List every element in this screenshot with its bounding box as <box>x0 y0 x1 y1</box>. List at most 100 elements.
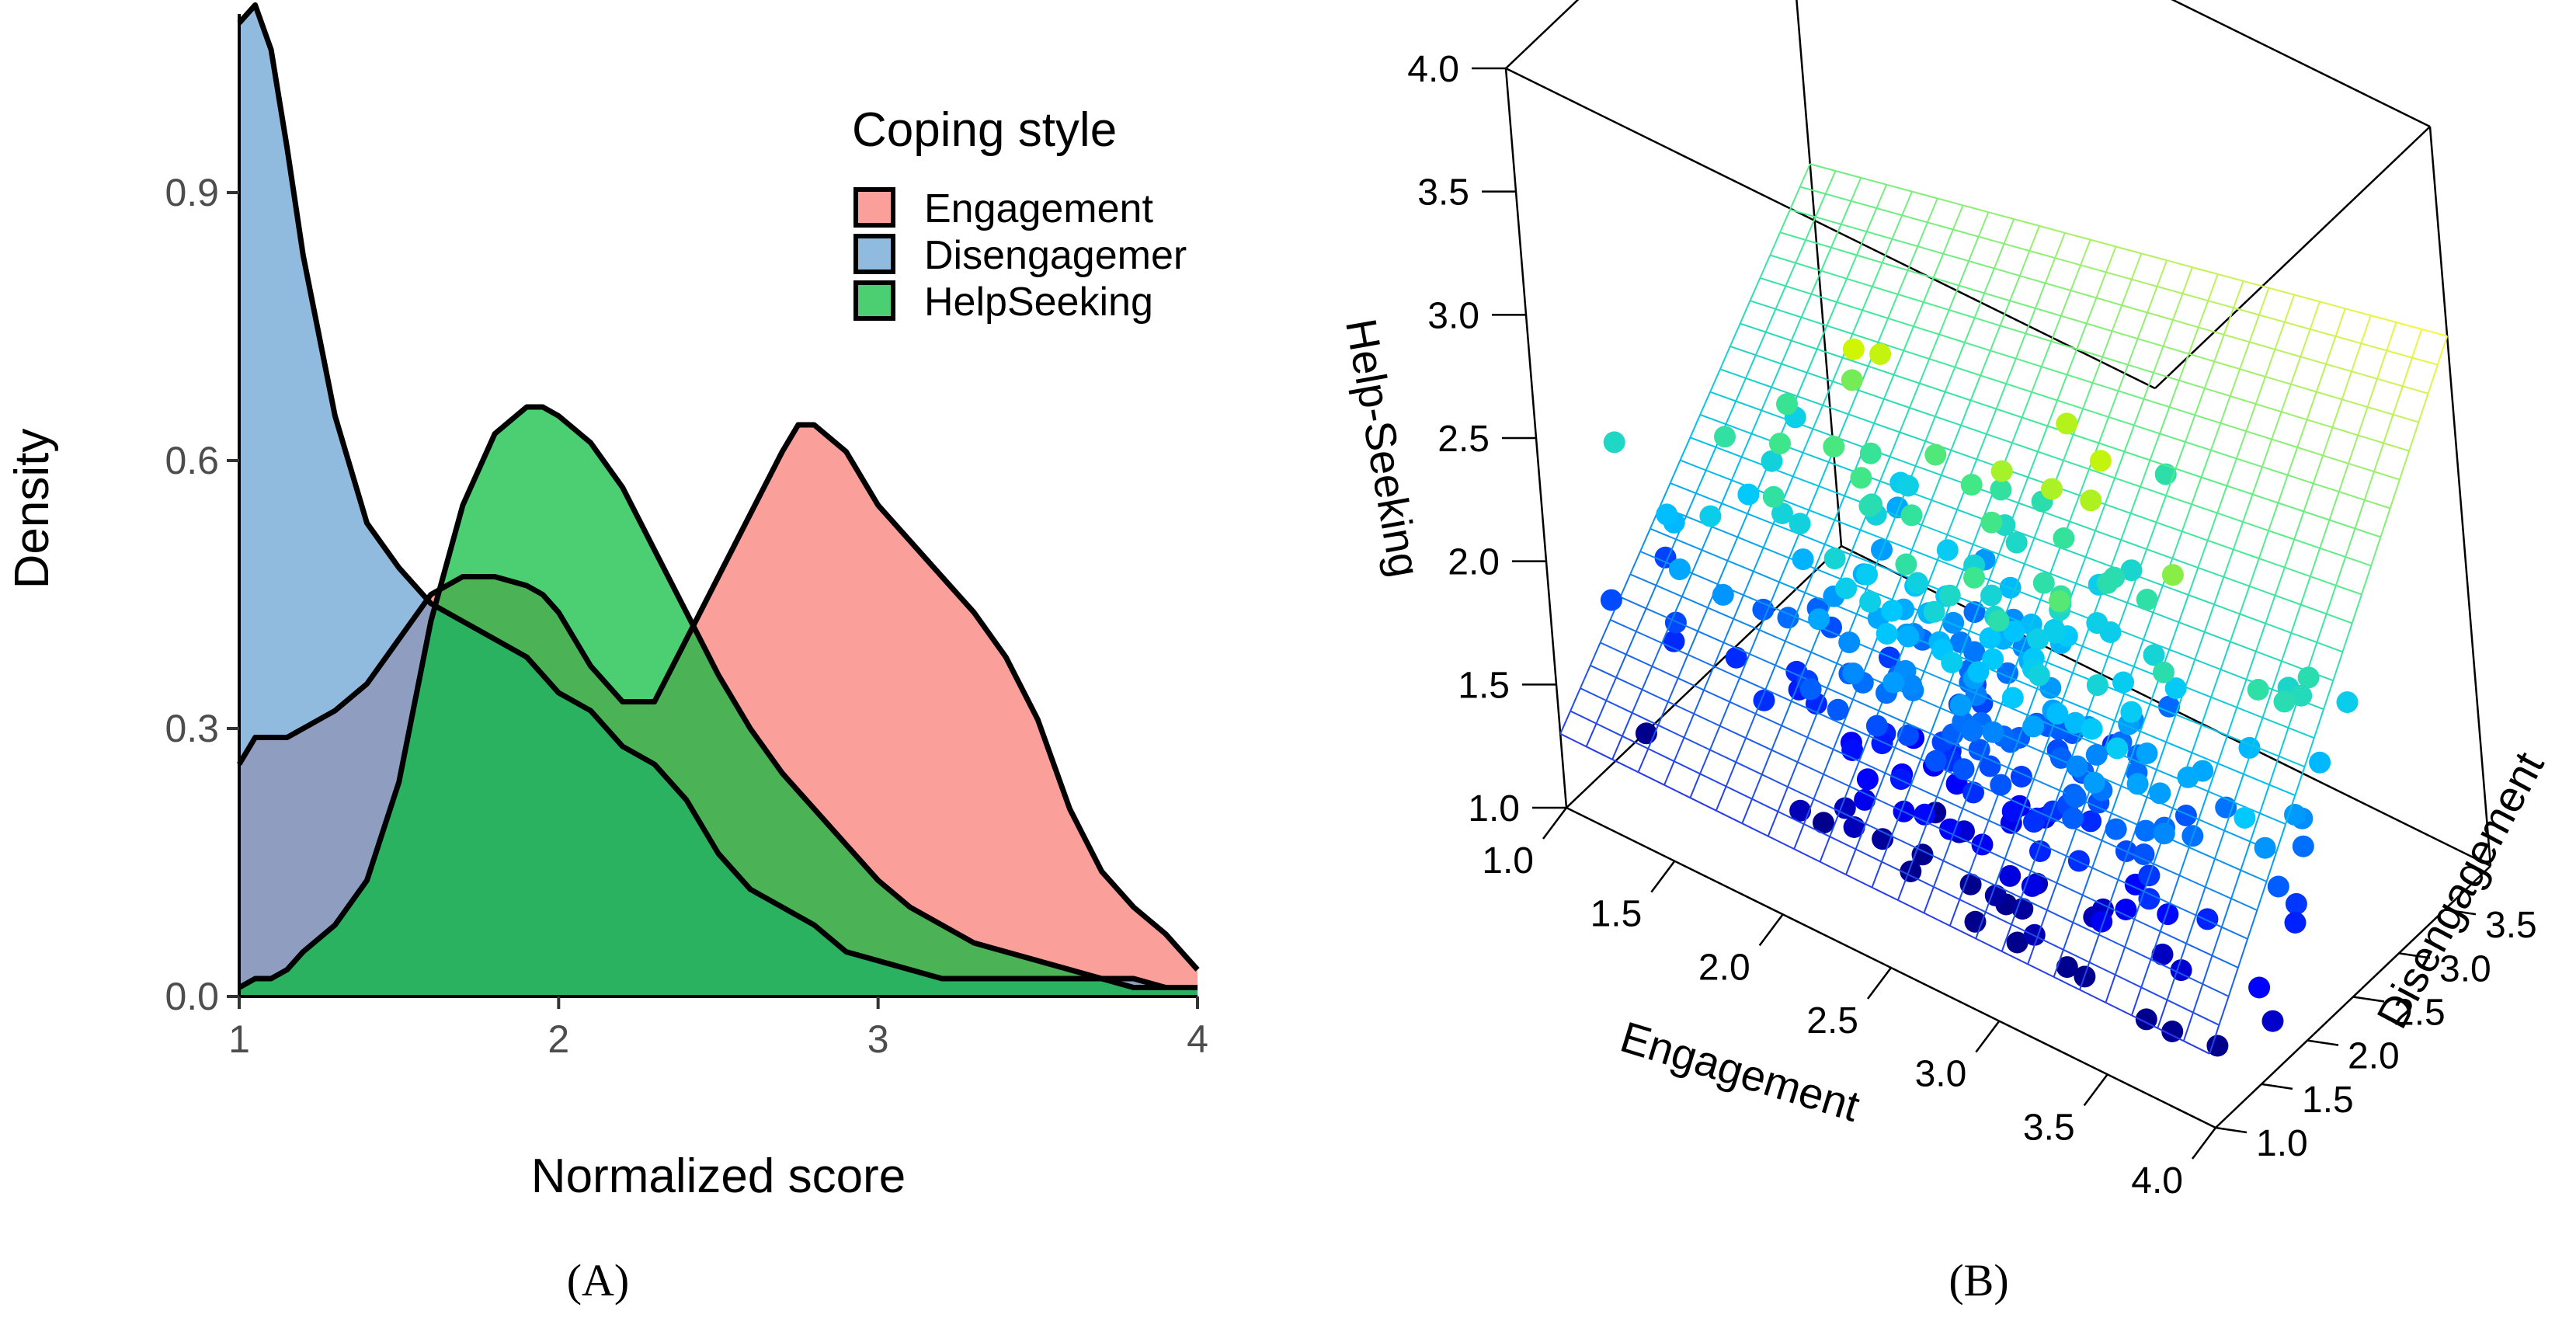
plane-grid-line <box>2408 422 2420 451</box>
scatter-point <box>2136 589 2158 610</box>
plane-grid-line <box>2214 360 2241 370</box>
plane-grid-line <box>1793 848 1821 863</box>
plane-grid-line <box>2117 851 2129 880</box>
plane-grid-line <box>1828 461 1855 473</box>
plane-grid-line <box>2328 491 2340 520</box>
scatter-point <box>1859 590 1882 613</box>
plane-grid-line <box>2130 512 2157 523</box>
plane-grid-line <box>1889 432 1901 457</box>
plane-grid-line <box>2185 942 2213 957</box>
plane-grid-line <box>2195 414 2221 424</box>
plane-grid-line <box>1830 224 1842 249</box>
plane-grid-line <box>2217 762 2244 775</box>
scatter-point <box>1982 721 2004 743</box>
plane-grid-line <box>1960 424 1987 435</box>
plane-grid-line <box>2361 343 2387 352</box>
plane-grid-line <box>2060 547 2086 558</box>
plane-grid-line <box>1785 285 1812 295</box>
plane-grid-line <box>2143 863 2155 892</box>
plane-grid-line <box>2072 921 2100 936</box>
legend-item-disengagement: Disengagemer <box>853 233 1187 278</box>
plane-grid-line <box>1820 861 1847 875</box>
scatter-point <box>1664 611 1687 634</box>
tick-mark-3d <box>2398 952 2431 959</box>
plane-grid-line <box>1782 499 1809 511</box>
z-tick-label: 1.0 <box>1468 788 1520 829</box>
plane-grid-line <box>1927 198 1938 223</box>
plane-grid-line <box>2436 336 2449 366</box>
plane-grid-line <box>1862 649 1874 675</box>
scatter-point <box>1949 631 1972 653</box>
plane-grid-line <box>1835 170 1862 179</box>
scatter-point <box>2005 531 2028 554</box>
plane-grid-line <box>2198 791 2209 820</box>
plane-grid-line <box>1752 547 1764 572</box>
plane-grid-line <box>2307 642 2318 672</box>
plane-grid-line <box>2380 508 2391 537</box>
plane-grid-line <box>1920 733 1931 760</box>
plane-grid-line <box>1938 309 1950 335</box>
plane-grid-line <box>1745 737 1772 751</box>
plane-grid-line <box>2294 766 2306 796</box>
plane-grid-line <box>2160 930 2187 944</box>
plane-grid-line <box>2056 855 2067 884</box>
plane-grid-line <box>1799 533 1826 545</box>
scatter-point <box>1827 698 1849 721</box>
plane-grid-line <box>1999 300 2011 326</box>
plane-grid-line <box>2075 583 2102 594</box>
scatter-point <box>1792 548 1814 571</box>
scatter-point <box>2153 822 2175 845</box>
scatter-point <box>2112 671 2134 694</box>
plane-grid-line <box>2361 565 2373 595</box>
plane-grid-line <box>2178 353 2190 381</box>
plane-grid-line <box>2004 589 2016 617</box>
plane-grid-line <box>1804 568 1816 593</box>
plane-grid-line <box>2114 947 2126 975</box>
plane-grid-line <box>1852 333 1879 343</box>
plane-grid-line <box>1845 874 1872 889</box>
plane-grid-line <box>2110 539 2122 567</box>
scatter-point <box>2273 690 2296 713</box>
plane-grid-line <box>2137 338 2164 347</box>
plane-grid-line <box>2090 238 2116 248</box>
plane-grid-line <box>1709 368 1721 393</box>
plane-grid-line <box>2341 623 2353 652</box>
plane-grid-line <box>1884 747 1896 774</box>
plane-grid-line <box>1735 737 1747 763</box>
plane-grid-line <box>1952 833 1980 848</box>
plane-grid-line <box>1695 492 1723 505</box>
scatter-point <box>1656 503 1678 526</box>
plane-grid-line <box>2036 909 2048 937</box>
plane-grid-line <box>1822 404 1849 416</box>
plane-grid-line <box>1809 163 1836 172</box>
plane-grid-line <box>2039 816 2051 845</box>
plane-grid-line <box>2317 642 2343 653</box>
plane-grid-line <box>1586 746 1613 760</box>
plane-grid-line <box>1862 286 1873 311</box>
plane-grid-line <box>1808 509 1835 521</box>
plane-grid-line <box>1949 681 1976 694</box>
plane-grid-line <box>1785 640 1812 653</box>
plane-grid-line <box>2163 345 2189 355</box>
plane-grid-line <box>1882 374 1895 400</box>
legend-label-disengagement: Disengagemer <box>924 233 1187 278</box>
plane-grid-line <box>2288 727 2315 739</box>
plane-grid-line <box>1775 641 1786 666</box>
plane-grid-line <box>2284 566 2311 578</box>
scatter-point <box>1942 611 1965 634</box>
3d-axis-ticks: 1.01.52.02.53.03.54.01.01.52.02.53.03.54… <box>1407 49 2536 1202</box>
scatter-point <box>2267 875 2289 898</box>
plane-grid-line <box>2056 882 2084 896</box>
plane-grid-line <box>1970 399 1997 410</box>
plane-grid-line <box>2242 520 2269 532</box>
plane-grid-line <box>1983 268 1995 294</box>
box-edge <box>1796 0 1843 547</box>
plane-grid-line <box>1876 207 1903 217</box>
plane-grid-line <box>2140 485 2167 496</box>
plane-grid-line <box>1869 735 1896 749</box>
plane-grid-line <box>2360 315 2372 344</box>
panel-a-label: (A) <box>567 1255 630 1306</box>
plane-grid-line <box>2011 897 2022 925</box>
plane-grid-line <box>1687 653 1715 667</box>
